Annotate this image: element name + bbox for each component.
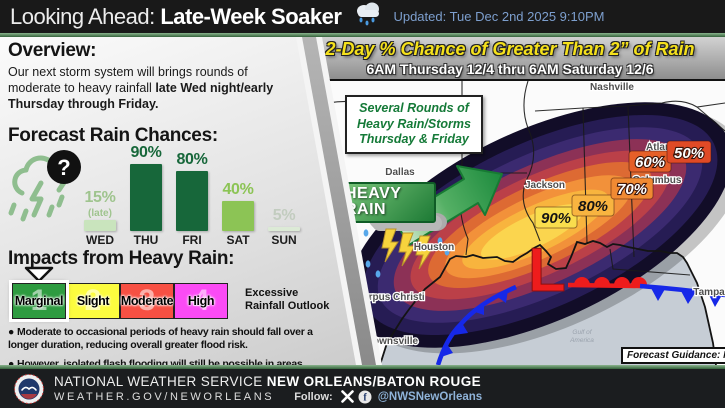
excessive-rainfall-scale: 1 Marginal 2 Slight 3 Moderate 4 High xyxy=(9,280,228,322)
header-bar: Looking Ahead: Late-Week Soaker Updated:… xyxy=(0,0,725,33)
percent-label-70: 70% xyxy=(610,177,654,200)
chart-day-labels: WED THU FRI SAT SUN xyxy=(86,233,297,247)
page-title-prefix: Looking Ahead: xyxy=(10,3,161,29)
updated-timestamp: Updated: Tue Dec 2nd 2025 9:10PM xyxy=(393,9,605,24)
scale-moderate: 3 Moderate xyxy=(120,283,174,319)
svg-text:50%: 50% xyxy=(674,145,704,162)
map-callout-box: Several Rounds of Heavy Rain/Storms Thur… xyxy=(345,95,483,154)
social-handle[interactable]: @NWSNewOrleans xyxy=(377,390,483,403)
rain-cloud-icon xyxy=(353,1,383,32)
storm-question-icon: ? xyxy=(8,150,81,222)
percent-label-50: 50% xyxy=(666,140,712,164)
city-label: Houston xyxy=(414,242,455,253)
bar-fri: 80% xyxy=(174,152,210,231)
x-twitter-icon[interactable] xyxy=(340,390,354,403)
scale-high: 4 High xyxy=(174,283,228,319)
footer-links-line: WEATHER.GOV/NEWORLEANS Follow: f @NWSNew… xyxy=(54,390,482,404)
chart-heading: Forecast Rain Chances: xyxy=(8,125,218,146)
cold-front-southwest xyxy=(435,284,517,365)
svg-text:90%: 90% xyxy=(541,210,571,227)
city-label: Dallas xyxy=(385,167,415,178)
website-link[interactable]: WEATHER.GOV/NEWORLEANS xyxy=(54,390,275,403)
percent-label-90: 90% xyxy=(534,206,578,229)
svg-text:80%: 80% xyxy=(578,198,608,215)
low-pressure-symbol: L xyxy=(528,236,566,305)
outlook-label: Excessive Rainfall Outlook xyxy=(245,287,330,313)
rain-chance-bar-chart: 15% (late) 90% 80% 40% xyxy=(82,144,312,231)
map-title-band: 2-Day % Chance of Greater Than 2” of Rai… xyxy=(0,37,725,81)
water-label: Gulf of xyxy=(572,329,592,336)
lightning-bolts-icon xyxy=(381,228,433,270)
nws-logo xyxy=(14,373,44,404)
impact-bullet: ● Moderate to occasional periods of heavy… xyxy=(8,326,313,352)
svg-text:60%: 60% xyxy=(635,154,665,171)
divider-top xyxy=(0,33,725,37)
bar-thu: 90% xyxy=(128,144,164,231)
bar-wed: 15% (late) xyxy=(82,189,118,231)
coastline xyxy=(379,240,717,365)
marker-triangle-icon xyxy=(24,266,54,283)
callout-line: Several Rounds of xyxy=(359,101,469,115)
footer-bar: NATIONAL WEATHER SERVICE NEW ORLEANS/BAT… xyxy=(0,369,725,408)
overview-heading: Overview: xyxy=(8,40,97,61)
city-label: Tampa xyxy=(693,287,725,298)
warm-front xyxy=(567,277,647,289)
overview-text: Our next storm system will brings rounds… xyxy=(8,65,274,111)
scale-marginal: 1 Marginal xyxy=(9,280,69,322)
map-subtitle: 6AM Thursday 12/4 thru 6AM Saturday 12/6 xyxy=(366,61,654,77)
footer-text: NATIONAL WEATHER SERVICE NEW ORLEANS/BAT… xyxy=(54,374,482,404)
follow-label: Follow: xyxy=(294,390,333,403)
svg-text:70%: 70% xyxy=(617,181,647,198)
callout-line: Thursday & Friday xyxy=(359,132,469,147)
social-icons: f xyxy=(340,390,372,404)
percent-label-80: 80% xyxy=(571,194,615,217)
overview-panel: Overview: Our next storm system will bri… xyxy=(0,37,356,365)
city-label: Jackson xyxy=(525,180,565,191)
bar-sat: 40% xyxy=(220,182,256,231)
city-label: Corpus Christi xyxy=(355,292,425,303)
forecast-guidance-note: Forecast Guidance: NBM xyxy=(621,347,725,364)
scale-slight: 2 Slight xyxy=(66,283,120,319)
svg-text:f: f xyxy=(363,392,367,403)
main-content: 2-Day % Chance of Greater Than 2” of Rai… xyxy=(0,37,725,365)
facebook-icon[interactable]: f xyxy=(358,390,372,404)
divider-bottom xyxy=(0,365,725,369)
impacts-heading: Impacts from Heavy Rain: xyxy=(8,248,235,269)
water-label: America xyxy=(569,337,594,344)
percent-label-60: 60% xyxy=(628,150,672,173)
page-title: Late-Week Soaker xyxy=(160,3,342,29)
bar-sun: 5% xyxy=(266,208,302,231)
city-label: Nashville xyxy=(590,82,634,93)
map-title: 2-Day % Chance of Greater Than 2” of Rai… xyxy=(325,39,695,59)
impact-bullet: ● However, isolated flash flooding will s… xyxy=(8,358,306,365)
cold-front-east xyxy=(639,283,725,307)
svg-text:?: ? xyxy=(57,155,70,180)
footer-org-line: NATIONAL WEATHER SERVICE NEW ORLEANS/BAT… xyxy=(54,373,482,389)
callout-line: Heavy Rain/Storms xyxy=(357,116,471,131)
